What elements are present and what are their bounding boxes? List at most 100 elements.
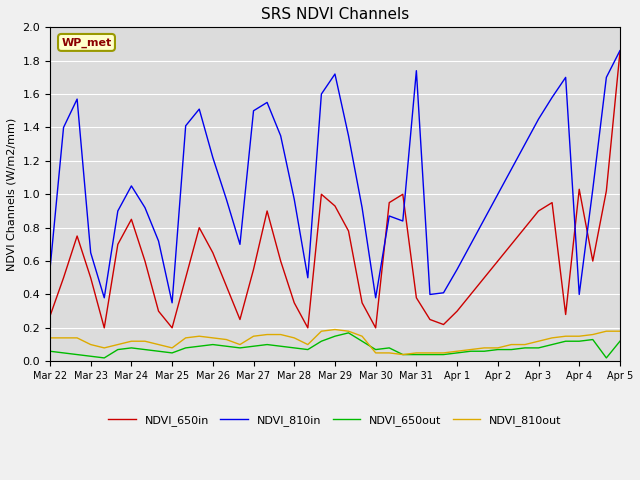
NDVI_650in <box>385 200 393 205</box>
NDVI_810out <box>155 342 163 348</box>
NDVI_810in <box>127 183 135 189</box>
NDVI_650in <box>182 275 189 281</box>
NDVI_650out <box>331 333 339 339</box>
NDVI_810in <box>453 266 461 272</box>
NDVI_810in <box>426 291 434 297</box>
NDVI_650in <box>589 258 596 264</box>
Y-axis label: NDVI Channels (W/m2/mm): NDVI Channels (W/m2/mm) <box>7 118 17 271</box>
Text: WP_met: WP_met <box>61 37 111 48</box>
NDVI_810in <box>250 108 257 114</box>
NDVI_650in <box>100 325 108 331</box>
NDVI_650in <box>46 313 54 319</box>
NDVI_810out <box>182 335 189 341</box>
NDVI_650in <box>236 317 244 323</box>
NDVI_650in <box>209 250 217 255</box>
NDVI_650out <box>182 345 189 351</box>
NDVI_810out <box>534 338 542 344</box>
NDVI_810in <box>168 300 176 306</box>
NDVI_650out <box>73 352 81 358</box>
NDVI_650in <box>358 300 366 306</box>
NDVI_810in <box>87 250 95 255</box>
NDVI_650in <box>562 312 570 317</box>
NDVI_810out <box>481 345 488 351</box>
NDVI_650out <box>114 347 122 352</box>
NDVI_810out <box>385 350 393 356</box>
NDVI_810in <box>291 196 298 202</box>
NDVI_650in <box>575 186 583 192</box>
NDVI_650out <box>304 347 312 352</box>
NDVI_650in <box>399 192 406 197</box>
NDVI_810in <box>508 167 515 172</box>
NDVI_650out <box>195 343 203 349</box>
NDVI_810out <box>358 333 366 339</box>
Legend: NDVI_650in, NDVI_810in, NDVI_650out, NDVI_810out: NDVI_650in, NDVI_810in, NDVI_650out, NDV… <box>104 410 566 430</box>
NDVI_810out <box>440 350 447 356</box>
NDVI_650out <box>250 343 257 349</box>
NDVI_650in <box>141 258 149 264</box>
NDVI_810out <box>114 342 122 348</box>
NDVI_650out <box>87 353 95 359</box>
NDVI_810in <box>277 133 285 139</box>
NDVI_650out <box>426 352 434 358</box>
NDVI_650in <box>263 208 271 214</box>
NDVI_810in <box>413 68 420 73</box>
NDVI_650out <box>481 348 488 354</box>
NDVI_650out <box>616 338 624 344</box>
NDVI_650in <box>60 275 67 281</box>
NDVI_810out <box>548 335 556 341</box>
NDVI_650out <box>385 345 393 351</box>
NDVI_810out <box>467 347 474 352</box>
NDVI_650in <box>168 325 176 331</box>
NDVI_650out <box>602 355 610 361</box>
NDVI_810out <box>291 335 298 341</box>
NDVI_650in <box>304 325 312 331</box>
NDVI_810in <box>114 208 122 214</box>
NDVI_810in <box>182 123 189 129</box>
NDVI_810in <box>331 71 339 77</box>
NDVI_810in <box>358 205 366 211</box>
NDVI_810out <box>589 332 596 337</box>
NDVI_810in <box>223 196 230 202</box>
NDVI_810in <box>575 291 583 297</box>
NDVI_650in <box>223 283 230 289</box>
NDVI_650out <box>209 342 217 348</box>
NDVI_810in <box>521 141 529 147</box>
NDVI_810out <box>494 345 502 351</box>
NDVI_650out <box>317 338 325 344</box>
NDVI_650out <box>277 343 285 349</box>
NDVI_810out <box>195 333 203 339</box>
NDVI_650in <box>508 241 515 247</box>
NDVI_650out <box>263 342 271 348</box>
NDVI_810out <box>141 338 149 344</box>
NDVI_650out <box>127 345 135 351</box>
NDVI_650in <box>317 192 325 197</box>
NDVI_810out <box>345 328 353 334</box>
NDVI_810out <box>127 338 135 344</box>
NDVI_650in <box>195 225 203 230</box>
NDVI_810out <box>521 342 529 348</box>
NDVI_650in <box>291 300 298 306</box>
NDVI_810out <box>508 342 515 348</box>
NDVI_810out <box>100 345 108 351</box>
NDVI_650in <box>277 258 285 264</box>
NDVI_650out <box>589 336 596 342</box>
NDVI_650out <box>60 350 67 356</box>
NDVI_650in <box>494 258 502 264</box>
NDVI_650out <box>548 342 556 348</box>
NDVI_650in <box>481 275 488 281</box>
NDVI_810in <box>589 186 596 192</box>
NDVI_650in <box>155 308 163 314</box>
NDVI_650in <box>127 216 135 222</box>
NDVI_810out <box>331 327 339 333</box>
NDVI_650out <box>141 347 149 352</box>
NDVI_810in <box>46 266 54 272</box>
NDVI_810in <box>440 290 447 296</box>
NDVI_810out <box>277 332 285 337</box>
NDVI_810in <box>372 295 380 300</box>
NDVI_810out <box>87 342 95 348</box>
NDVI_810out <box>223 336 230 342</box>
NDVI_810in <box>317 91 325 97</box>
NDVI_650out <box>440 352 447 358</box>
NDVI_810in <box>467 241 474 247</box>
NDVI_810out <box>562 333 570 339</box>
